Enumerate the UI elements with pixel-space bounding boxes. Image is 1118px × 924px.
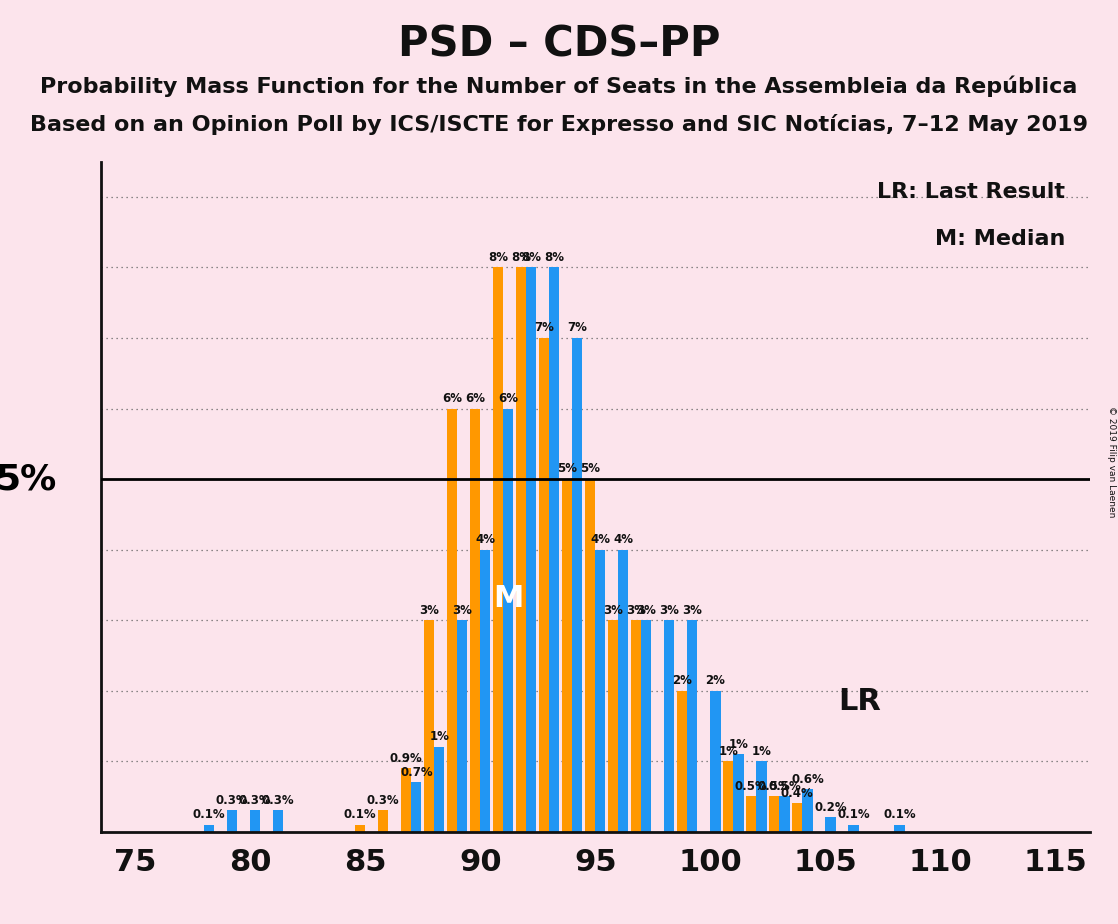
Bar <box>710 690 720 832</box>
Bar <box>733 754 743 832</box>
Text: 5%: 5% <box>557 463 577 476</box>
Bar <box>894 824 904 832</box>
Text: LR: Last Result: LR: Last Result <box>878 182 1065 201</box>
Text: 0.1%: 0.1% <box>193 808 226 821</box>
Bar <box>517 267 527 832</box>
Bar <box>608 620 618 832</box>
Text: 3%: 3% <box>604 603 623 616</box>
Bar <box>481 550 491 832</box>
Text: 3%: 3% <box>682 603 702 616</box>
Bar <box>618 550 628 832</box>
Text: 0.5%: 0.5% <box>758 780 790 793</box>
Text: Probability Mass Function for the Number of Seats in the Assembleia da República: Probability Mass Function for the Number… <box>40 76 1078 97</box>
Bar <box>779 796 789 832</box>
Text: 8%: 8% <box>511 251 531 264</box>
Text: 0.2%: 0.2% <box>814 801 846 814</box>
Text: 3%: 3% <box>660 603 680 616</box>
Bar <box>793 803 803 832</box>
Text: 0.3%: 0.3% <box>239 794 272 807</box>
Bar <box>632 620 642 832</box>
Bar <box>642 620 652 832</box>
Text: 3%: 3% <box>419 603 439 616</box>
Text: M: Median: M: Median <box>935 229 1065 249</box>
Text: 3%: 3% <box>453 603 472 616</box>
Text: 6%: 6% <box>465 392 485 405</box>
Bar <box>227 810 237 832</box>
Text: 1%: 1% <box>751 745 771 758</box>
Bar <box>595 550 606 832</box>
Bar <box>585 479 595 832</box>
Bar <box>411 783 421 832</box>
Bar <box>849 824 859 832</box>
Bar <box>572 338 582 832</box>
Bar <box>747 796 757 832</box>
Text: 5%: 5% <box>0 462 56 496</box>
Text: 0.5%: 0.5% <box>735 780 768 793</box>
Bar <box>447 408 457 832</box>
Text: 0.4%: 0.4% <box>781 787 814 800</box>
Text: PSD – CDS–PP: PSD – CDS–PP <box>398 23 720 65</box>
Bar <box>562 479 572 832</box>
Text: © 2019 Filip van Laenen: © 2019 Filip van Laenen <box>1107 407 1116 517</box>
Text: 0.1%: 0.1% <box>837 808 870 821</box>
Bar <box>378 810 388 832</box>
Text: 0.7%: 0.7% <box>400 766 433 779</box>
Text: 0.3%: 0.3% <box>367 794 399 807</box>
Text: 2%: 2% <box>705 674 726 687</box>
Text: 6%: 6% <box>499 392 519 405</box>
Bar <box>803 789 813 832</box>
Text: 1%: 1% <box>729 737 748 750</box>
Bar <box>457 620 467 832</box>
Bar <box>434 747 444 832</box>
Bar <box>539 338 549 832</box>
Text: LR: LR <box>838 687 881 716</box>
Text: 4%: 4% <box>475 533 495 546</box>
Text: 0.1%: 0.1% <box>883 808 916 821</box>
Text: 7%: 7% <box>534 322 555 334</box>
Bar <box>549 267 559 832</box>
Text: 0.1%: 0.1% <box>344 808 377 821</box>
Text: 8%: 8% <box>489 251 509 264</box>
Bar <box>503 408 513 832</box>
Text: 4%: 4% <box>614 533 634 546</box>
Bar <box>493 267 503 832</box>
Text: 0.9%: 0.9% <box>390 751 423 765</box>
Text: 4%: 4% <box>590 533 610 546</box>
Text: 0.6%: 0.6% <box>792 772 824 785</box>
Bar <box>356 824 366 832</box>
Bar <box>678 690 688 832</box>
Bar <box>471 408 481 832</box>
Bar <box>688 620 698 832</box>
Text: M: M <box>493 584 523 614</box>
Text: 0.3%: 0.3% <box>262 794 294 807</box>
Bar <box>205 824 215 832</box>
Text: 0.5%: 0.5% <box>768 780 800 793</box>
Text: 7%: 7% <box>568 322 587 334</box>
Bar <box>273 810 283 832</box>
Text: 3%: 3% <box>626 603 646 616</box>
Bar <box>527 267 537 832</box>
Bar <box>757 761 767 832</box>
Text: Based on an Opinion Poll by ICS/ISCTE for Expresso and SIC Notícias, 7–12 May 20: Based on an Opinion Poll by ICS/ISCTE fo… <box>30 114 1088 135</box>
Text: 8%: 8% <box>521 251 541 264</box>
Text: 6%: 6% <box>443 392 462 405</box>
Text: 2%: 2% <box>672 674 692 687</box>
Bar <box>250 810 260 832</box>
Text: 1%: 1% <box>429 731 449 744</box>
Text: 3%: 3% <box>636 603 656 616</box>
Bar <box>424 620 434 832</box>
Bar <box>825 818 835 832</box>
Text: 5%: 5% <box>580 463 600 476</box>
Bar <box>723 761 733 832</box>
Text: 8%: 8% <box>544 251 565 264</box>
Bar <box>769 796 779 832</box>
Bar <box>664 620 674 832</box>
Text: 0.3%: 0.3% <box>216 794 248 807</box>
Text: 1%: 1% <box>719 745 738 758</box>
Bar <box>401 768 411 832</box>
